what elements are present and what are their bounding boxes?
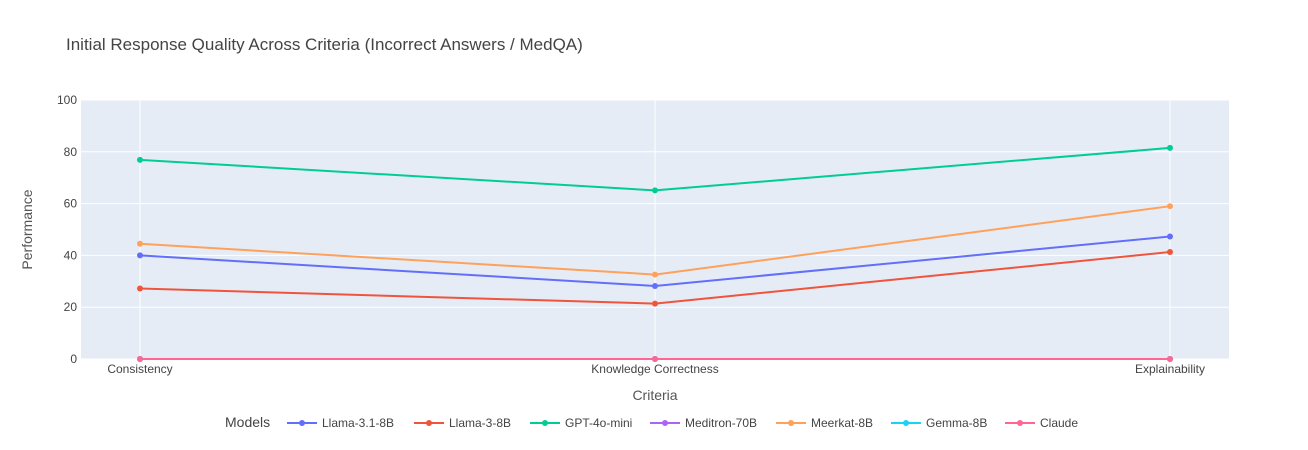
data-point xyxy=(137,285,143,292)
y-tick-label: 20 xyxy=(64,300,78,314)
y-tick-label: 40 xyxy=(64,248,78,262)
data-point xyxy=(137,356,143,362)
y-tick-label: 100 xyxy=(57,93,77,107)
data-point xyxy=(1167,144,1173,151)
x-axis-ticks: Consistency Knowledge Correctness Explaina… xyxy=(107,362,1205,376)
legend-item[interactable]: Llama-3-8B xyxy=(414,416,511,430)
legend-swatch-marker xyxy=(903,420,909,426)
legend-swatch-marker xyxy=(299,420,305,426)
legend-item[interactable]: Llama-3.1-8B xyxy=(287,416,394,430)
legend-item[interactable]: Claude xyxy=(1005,416,1078,430)
legend-item[interactable]: Meerkat-8B xyxy=(776,416,873,430)
legend-item[interactable]: Meditron-70B xyxy=(650,416,757,430)
x-tick-label: Consistency xyxy=(107,362,172,376)
y-tick-label: 80 xyxy=(64,145,78,159)
legend-label: Gemma-8B xyxy=(926,416,987,430)
x-axis-title: Criteria xyxy=(632,387,677,403)
data-point xyxy=(1167,203,1173,210)
y-tick-label: 0 xyxy=(70,352,77,366)
y-axis-title: Performance xyxy=(19,189,35,269)
y-axis-ticks: 0 20 40 60 80 100 xyxy=(57,93,77,366)
data-point xyxy=(652,187,658,194)
data-point xyxy=(137,252,143,259)
legend-label: Llama-3.1-8B xyxy=(322,416,394,430)
legend-swatch-marker xyxy=(788,420,794,426)
legend-item[interactable]: GPT-4o-mini xyxy=(530,416,632,430)
data-point xyxy=(1167,233,1173,240)
data-point xyxy=(652,300,658,307)
data-point xyxy=(652,271,658,278)
data-point xyxy=(652,282,658,289)
legend-label: GPT-4o-mini xyxy=(565,416,632,430)
legend-swatch-marker xyxy=(662,420,668,426)
series-points xyxy=(137,144,1173,362)
data-point xyxy=(652,356,658,362)
legend-label: Meerkat-8B xyxy=(811,416,873,430)
legend-swatch-marker xyxy=(426,420,432,426)
x-tick-label: Knowledge Correctness xyxy=(591,362,718,376)
data-point xyxy=(1167,356,1173,362)
legend-label: Claude xyxy=(1040,416,1078,430)
data-point xyxy=(137,156,143,163)
data-point xyxy=(1167,249,1173,256)
y-tick-label: 60 xyxy=(64,197,78,211)
legend-swatch-marker xyxy=(1017,420,1023,426)
legend-label: Llama-3-8B xyxy=(449,416,511,430)
chart-title: Initial Response Quality Across Criteria… xyxy=(66,35,583,54)
legend-swatch-marker xyxy=(542,420,548,426)
legend-item[interactable]: Gemma-8B xyxy=(891,416,987,430)
x-tick-label: Explainability xyxy=(1135,362,1205,376)
legend-label: Meditron-70B xyxy=(685,416,757,430)
data-point xyxy=(137,240,143,247)
legend: Models Llama-3.1-8B Llama-3-8B GPT-4o-mini… xyxy=(225,414,1078,430)
legend-title: Models xyxy=(225,414,270,430)
